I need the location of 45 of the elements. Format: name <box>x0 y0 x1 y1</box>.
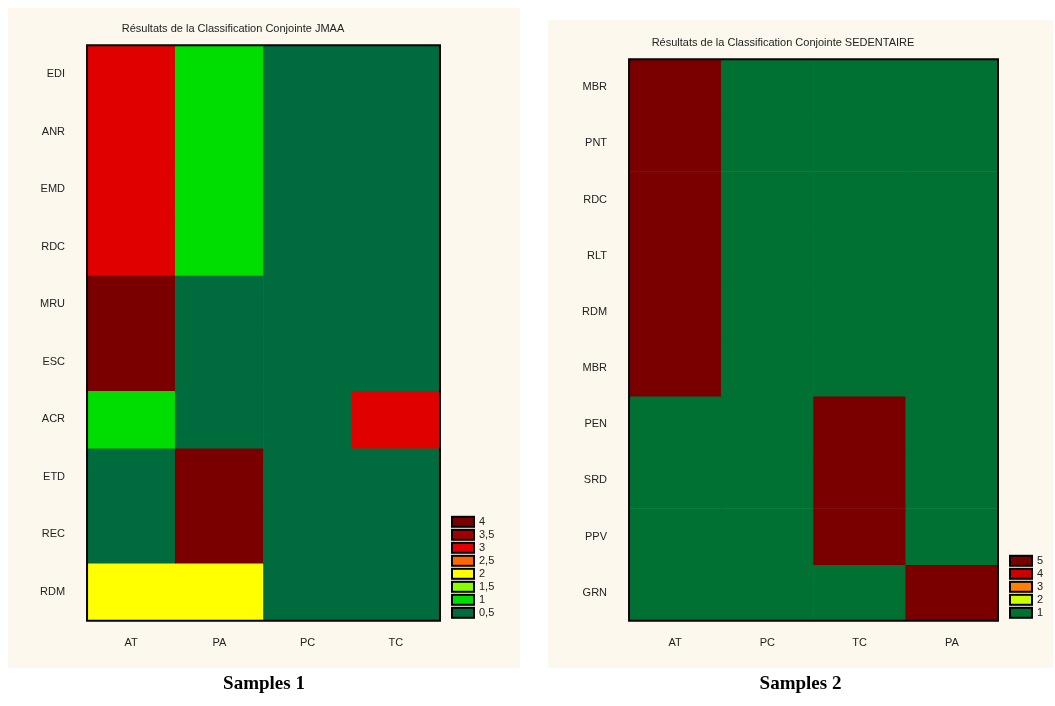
text: Samples 2 <box>759 672 842 694</box>
y-tick-label: REC <box>41 527 66 540</box>
y-tick-label: MBR <box>582 80 608 93</box>
x-tick-label: PC <box>759 636 776 649</box>
y-tick-label: RDC <box>583 192 608 205</box>
y-tick-label: ETD <box>43 469 66 482</box>
x-tick-label: TC <box>388 636 404 649</box>
color-bar-label: 2 <box>1037 592 1044 605</box>
color-bar-label: 3 <box>1037 579 1044 592</box>
color-bar-label: 4 <box>479 514 486 527</box>
y-tick-label: SRD <box>583 473 608 486</box>
y-tick-label: GRN <box>582 585 608 598</box>
y-tick-label: PEN <box>584 417 608 430</box>
y-tick-label: PNT <box>585 136 608 149</box>
color-bar-label: 2,5 <box>479 553 495 566</box>
y-tick-label: PPV <box>585 529 608 542</box>
color-bar-label: 1 <box>1037 605 1044 618</box>
color-bar-label: 3 <box>479 540 486 553</box>
color-bar-label: 2 <box>479 566 486 579</box>
x-tick-label: AT <box>124 636 139 649</box>
chart-title: Résultats de la Classification Conjointe JMAA <box>121 21 345 34</box>
y-tick-label: RDM <box>581 304 608 317</box>
y-tick-label: MRU <box>39 297 66 310</box>
chart-title: Résultats de la Classification Conjointe SEDENTAIRE <box>651 35 915 48</box>
color-bar-label: 1,5 <box>479 579 495 592</box>
color-bar-label: 5 <box>1037 553 1044 566</box>
color-bar-label: 1 <box>479 592 486 605</box>
text: Samples 1 <box>223 672 305 694</box>
x-tick-label: PA <box>212 636 227 649</box>
y-tick-label: RDC <box>41 239 66 252</box>
y-tick-label: RDM <box>39 585 66 598</box>
x-tick-label: PA <box>944 636 960 649</box>
y-tick-label: EDI <box>46 67 66 80</box>
x-tick-label: PC <box>300 636 316 649</box>
y-tick-label: ANR <box>41 124 66 137</box>
color-bar-label: 3,5 <box>479 527 495 540</box>
x-tick-label: TC <box>852 636 868 649</box>
y-tick-label: ACR <box>41 412 66 425</box>
y-tick-label: ESC <box>42 354 66 367</box>
color-bar-label: 0,5 <box>479 605 495 618</box>
y-tick-label: MBR <box>582 361 608 374</box>
y-tick-label: RLT <box>587 248 608 261</box>
color-bar-label: 4 <box>1037 566 1044 579</box>
x-tick-label: AT <box>668 636 683 649</box>
y-tick-label: EMD <box>40 182 66 195</box>
